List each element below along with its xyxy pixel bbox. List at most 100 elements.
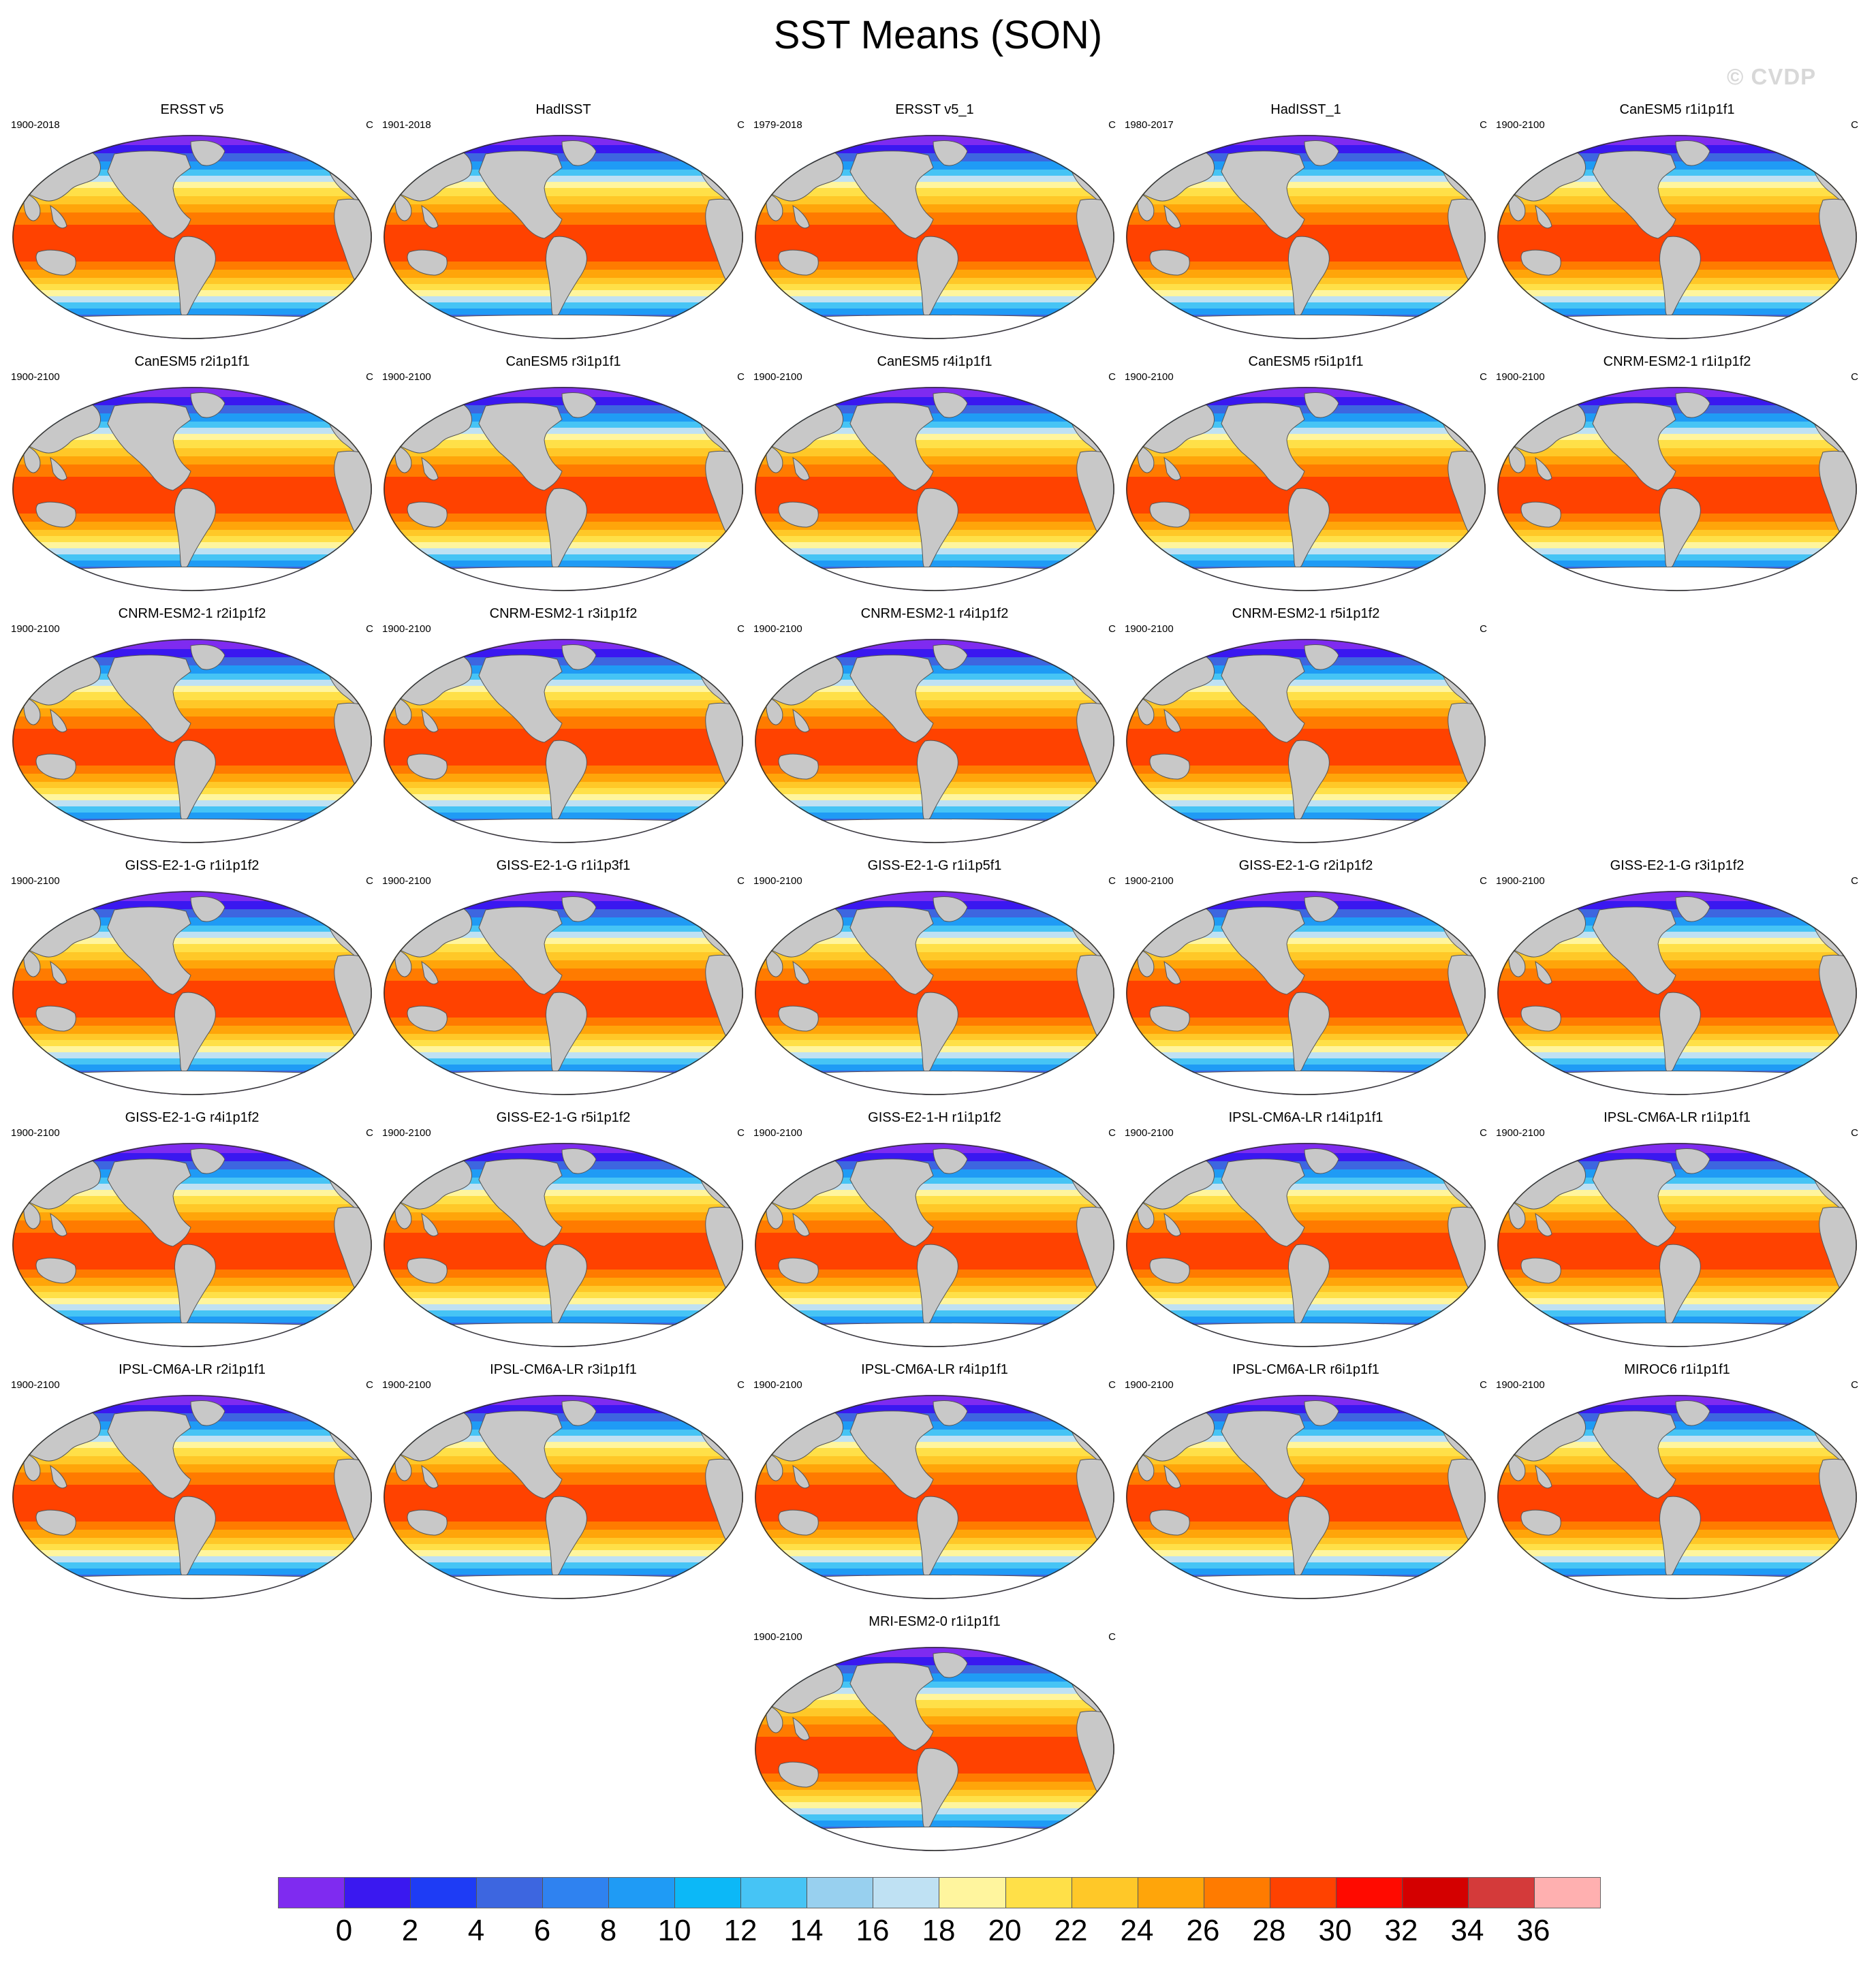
sst-band: [1497, 1065, 1857, 1071]
colorbar-tick-label: 24: [1120, 1914, 1154, 1947]
sst-band: [755, 1694, 1114, 1701]
sst-band: [755, 561, 1114, 567]
sst-band: [12, 188, 372, 197]
sst-band: [1126, 917, 1486, 926]
sst-band: [12, 309, 372, 315]
sst-band: [755, 1708, 1114, 1717]
panel-units: C: [1108, 875, 1116, 887]
map-border: [1126, 1143, 1486, 1347]
map-panel: CanESM5 r5i1p1f1 1900-2100 C: [1121, 354, 1491, 599]
map-panel: IPSL-CM6A-LR r4i1p1f1 1900-2100 C: [749, 1362, 1120, 1607]
colorbar-tick-label: 36: [1516, 1914, 1550, 1947]
panel-title: IPSL-CM6A-LR r2i1p1f1: [119, 1362, 266, 1377]
colorbar-swatch: [1534, 1878, 1600, 1908]
sst-map: [12, 135, 372, 339]
map-border: [12, 1395, 372, 1599]
sst-band: [12, 1472, 372, 1485]
sst-band: [755, 1700, 1114, 1709]
sst-band: [1126, 561, 1486, 567]
sst-band: [12, 1178, 372, 1184]
sst-band: [1497, 422, 1857, 428]
colorbar-tick-label: 18: [922, 1914, 956, 1947]
sst-band: [755, 1448, 1114, 1457]
map-panel: CanESM5 r2i1p1f1 1900-2100 C: [7, 354, 377, 599]
sst-band: [384, 196, 743, 205]
colorbar-swatch: [345, 1878, 411, 1908]
sst-band: [755, 302, 1114, 309]
sst-band: [755, 968, 1114, 981]
map-border: [1126, 639, 1486, 843]
sst-band: [1497, 1161, 1857, 1170]
panel-title: HadISST_1: [1270, 102, 1341, 117]
sst-band: [1497, 188, 1857, 197]
sst-band: [384, 1310, 743, 1317]
panel-units: C: [366, 1379, 373, 1391]
sst-band: [1497, 176, 1857, 183]
map-border: [755, 1647, 1114, 1851]
sst-band: [12, 440, 372, 449]
sst-band: [12, 813, 372, 819]
sst-band: [12, 716, 372, 729]
sst-band: [755, 657, 1114, 666]
sst-band: [1497, 1448, 1857, 1457]
sst-band: [1497, 428, 1857, 435]
sst-band: [1126, 1442, 1486, 1449]
panel-units: C: [366, 1127, 373, 1139]
panel-title: GISS-E2-1-G r3i1p1f2: [1610, 858, 1745, 873]
sst-band: [1497, 153, 1857, 162]
colorbar-tick-label: 28: [1252, 1914, 1286, 1947]
sst-band: [12, 1421, 372, 1430]
sst-band: [755, 1204, 1114, 1213]
sst-band: [12, 1448, 372, 1457]
map-panel: CNRM-ESM2-1 r5i1p1f2 1900-2100 C: [1121, 606, 1491, 851]
sst-band: [12, 212, 372, 225]
sst-band: [1126, 938, 1486, 945]
sst-band: [384, 686, 743, 693]
map-border: [755, 891, 1114, 1095]
sst-band: [1126, 1562, 1486, 1569]
sst-band: [1497, 1421, 1857, 1430]
colorbar-swatch: [411, 1878, 478, 1908]
sst-band: [1497, 309, 1857, 315]
sst-band: [12, 674, 372, 680]
sst-band: [755, 806, 1114, 813]
map-border: [755, 639, 1114, 843]
colorbar: [278, 1877, 1601, 1908]
panel-title: GISS-E2-1-G r1i1p1f2: [125, 858, 260, 873]
sst-band: [1126, 1317, 1486, 1323]
sst-band: [12, 170, 372, 176]
sst-band: [12, 1190, 372, 1197]
sst-band: [384, 554, 743, 561]
sst-band: [384, 170, 743, 176]
sst-band: [1126, 1169, 1486, 1178]
panel-period: 1900-2100: [1125, 1379, 1174, 1391]
sst-map: [12, 891, 372, 1095]
panel-units: C: [366, 623, 373, 635]
colorbar-swatch: [741, 1878, 808, 1908]
sst-map: [384, 387, 743, 591]
sst-band: [1497, 1472, 1857, 1485]
panel-units: C: [1108, 1379, 1116, 1391]
sst-band: [1497, 440, 1857, 449]
sst-band: [1497, 1442, 1857, 1449]
colorbar-tick-label: 14: [790, 1914, 824, 1947]
sst-band: [755, 182, 1114, 189]
sst-band: [1126, 440, 1486, 449]
sst-band: [755, 1688, 1114, 1695]
sst-band: [384, 952, 743, 961]
map-panel: ERSST v5_1 1979-2018 C: [749, 102, 1120, 347]
sst-band: [384, 938, 743, 945]
panel-period: 1980-2017: [1125, 119, 1174, 131]
sst-band: [384, 674, 743, 680]
map-panel: GISS-E2-1-G r3i1p1f2 1900-2100 C: [1492, 858, 1862, 1103]
colorbar-swatch: [1468, 1878, 1535, 1908]
sst-band: [1497, 196, 1857, 205]
sst-band: [384, 960, 743, 969]
panel-title: GISS-E2-1-G r5i1p1f2: [496, 1110, 631, 1125]
sst-band: [12, 1220, 372, 1233]
panel-units: C: [1480, 1379, 1487, 1391]
map-panel: IPSL-CM6A-LR r14i1p1f1 1900-2100 C: [1121, 1110, 1491, 1355]
panel-period: 1900-2100: [753, 875, 802, 887]
sst-band: [12, 182, 372, 189]
sst-band: [1126, 428, 1486, 435]
